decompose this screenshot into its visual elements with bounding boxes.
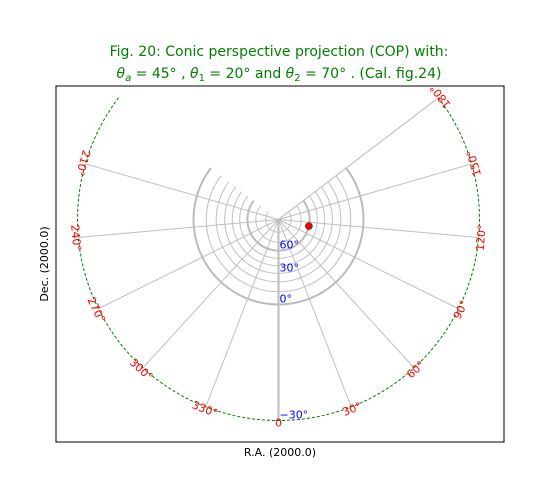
meridian-ra-90 <box>278 219 459 310</box>
title-theta-a-value: = 45° , <box>131 66 190 82</box>
ra-label-120: 120° <box>474 224 489 252</box>
meridian-ra-240 <box>78 219 279 239</box>
dec-label-30: 30° <box>280 261 300 274</box>
meridian-ra-300 <box>142 219 279 369</box>
meridian-ra-60 <box>278 219 415 369</box>
title-theta-2-value: = 70° . (Cal. fig.24) <box>301 66 442 82</box>
title-theta-2-subscript: 2 <box>294 73 300 84</box>
plot-frame <box>55 85 505 443</box>
title-theta-1-value: = 20° and <box>205 66 286 82</box>
dec-label-m30: −30° <box>280 409 309 422</box>
meridian-ra-330 <box>205 219 279 408</box>
ra-label-330: 330° <box>190 398 219 420</box>
chart-title-line1: Fig. 20: Conic perspective projection (C… <box>110 44 449 60</box>
title-theta-a-symbol: θ <box>117 66 126 82</box>
ra-label-30: 30° <box>341 400 364 419</box>
ra-label-270: 270° <box>84 295 107 325</box>
ra-label-150: 150° <box>464 149 484 178</box>
position-marker <box>305 222 313 230</box>
dec-label-0: 0° <box>280 292 293 305</box>
dec-label-60: 60° <box>280 239 300 252</box>
ra-label-60: 60° <box>404 358 427 381</box>
x-axis-label: R.A. (2000.0) <box>244 446 316 459</box>
y-axis-label: Dec. (2000.0) <box>38 226 51 301</box>
title-theta-2-symbol: θ <box>286 66 295 82</box>
meridian-ra-120 <box>278 219 479 239</box>
ra-label-210: 210° <box>73 149 93 178</box>
meridian-ra-180-edge <box>278 97 439 220</box>
meridian-ra-150 <box>278 163 472 220</box>
ra-label-90: 90° <box>451 298 471 321</box>
ra-label-300: 300° <box>127 356 155 383</box>
chart-title-line2: θa = 45° , θ1 = 20° and θ2 = 70° . (Cal.… <box>117 66 442 84</box>
meridian-ra-30 <box>278 219 352 408</box>
title-theta-1-subscript: 1 <box>199 73 205 84</box>
border-dec-m30 <box>77 97 480 422</box>
ra-label-240: 240° <box>68 224 83 252</box>
meridian-ra-270 <box>98 219 279 310</box>
meridian-ra-210 <box>85 163 279 220</box>
title-theta-a-subscript: a <box>125 73 131 84</box>
ra-label-0: 0 <box>275 417 282 430</box>
title-theta-1-symbol: θ <box>190 66 199 82</box>
graticule <box>77 97 480 422</box>
